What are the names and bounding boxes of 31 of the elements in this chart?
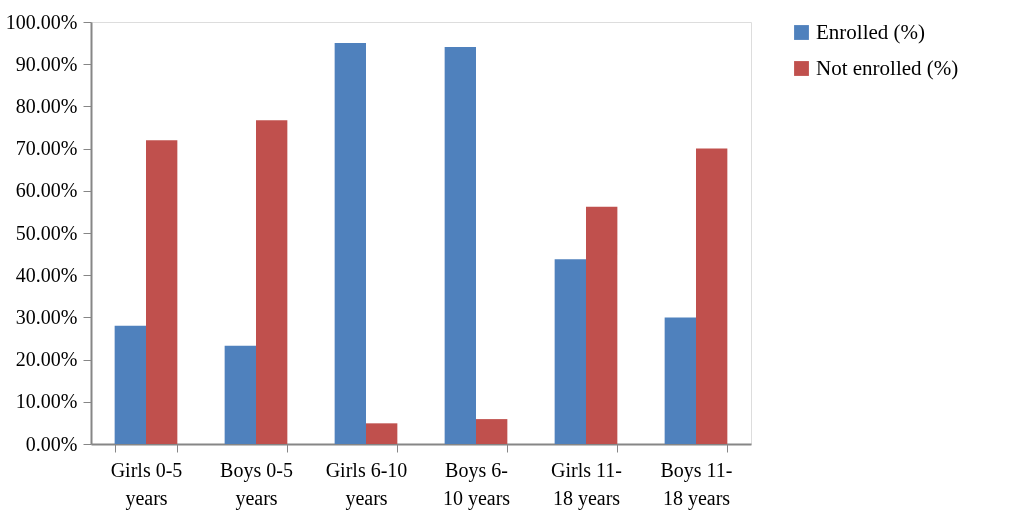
y-tick-label: 60.00%	[15, 179, 78, 202]
y-tick-label: 40.00%	[15, 263, 78, 286]
bar	[256, 120, 288, 444]
bar	[586, 206, 618, 444]
bar	[476, 419, 508, 444]
bar	[146, 140, 178, 444]
bar	[366, 423, 398, 444]
y-tick-label: 0.00%	[25, 432, 78, 455]
y-tick-label: 70.00%	[15, 137, 78, 160]
bar	[444, 46, 476, 444]
legend-label: Enrolled (%)	[816, 19, 926, 44]
bar	[114, 325, 146, 444]
x-tick-label: Girls 11-18 years	[551, 458, 622, 510]
legend-label: Not enrolled (%)	[816, 55, 959, 80]
x-tick-label: Boys 6-10 years	[442, 458, 511, 510]
y-tick-label: 100.00%	[5, 10, 78, 33]
x-tick-label: Girls 0-5 years	[110, 458, 183, 510]
y-tick-label: 90.00%	[15, 52, 78, 75]
y-tick-label: 50.00%	[15, 221, 78, 244]
x-tick-label: Boys 0-5 years	[220, 458, 293, 510]
y-tick-label: 80.00%	[15, 94, 78, 117]
x-tick-label: Girls 6-10 years	[325, 458, 408, 510]
y-tick-label: 30.00%	[15, 305, 78, 328]
y-tick-label: 10.00%	[15, 390, 78, 413]
x-tick-label: Boys 11-18 years	[660, 458, 733, 510]
bar	[554, 259, 586, 444]
bar	[334, 43, 366, 444]
bar	[664, 317, 696, 444]
y-tick-label: 20.00%	[15, 348, 78, 371]
bar	[224, 345, 256, 444]
bar	[696, 148, 728, 444]
